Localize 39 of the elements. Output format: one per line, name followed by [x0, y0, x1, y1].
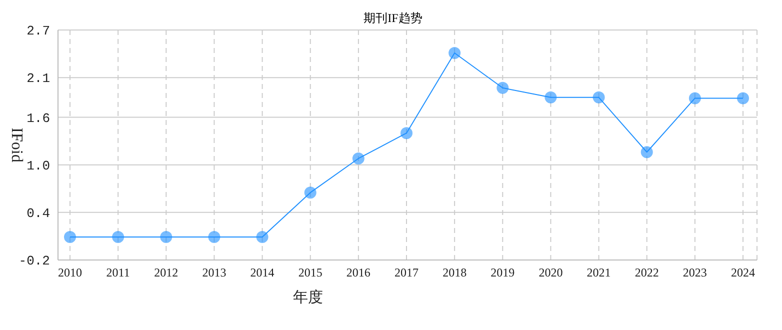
point: [688, 92, 701, 104]
point: [352, 152, 364, 164]
point: [544, 91, 557, 104]
y-tick-label: -0.2: [18, 254, 50, 269]
point: [592, 91, 605, 104]
x-tick-label: 2015: [298, 266, 322, 280]
point: [448, 47, 461, 59]
x-tick-label: 2020: [538, 266, 563, 280]
x-tick-label: 2024: [731, 266, 755, 280]
x-tick-label: 2022: [634, 266, 659, 280]
x-tick-label: 2023: [682, 266, 707, 280]
point: [496, 82, 509, 94]
point: [640, 146, 653, 158]
x-tick-label: 2010: [58, 266, 82, 280]
x-tick-label: 2014: [250, 266, 274, 280]
point: [304, 186, 316, 199]
point: [64, 231, 76, 243]
point: [112, 231, 124, 243]
y-tick-label: 0.4: [26, 206, 50, 222]
x-tick-label: 2016: [346, 266, 370, 280]
x-tick-label: 2021: [586, 266, 611, 280]
point: [208, 231, 220, 243]
y-tick-label: 1.6: [26, 110, 50, 126]
point: [737, 92, 749, 104]
x-tick-label: 2011: [106, 266, 130, 280]
x-tick-label: 2013: [202, 266, 226, 280]
y-axis-title: IFoid: [8, 128, 25, 162]
point: [256, 231, 268, 243]
x-tick-label: 2019: [490, 266, 515, 280]
point: [400, 127, 412, 140]
point: [160, 231, 172, 243]
y-tick-label: 2.1: [26, 71, 50, 86]
y-tick-label: 2.7: [26, 24, 50, 39]
x-tick-label: 2018: [442, 266, 467, 280]
x-axis-title: 年度: [293, 289, 323, 306]
y-tick-label: 1.0: [26, 158, 50, 174]
chart-title: 期刊IF趋势: [364, 11, 422, 25]
x-tick-label: 2017: [394, 266, 418, 280]
x-tick-label: 2012: [154, 266, 178, 280]
